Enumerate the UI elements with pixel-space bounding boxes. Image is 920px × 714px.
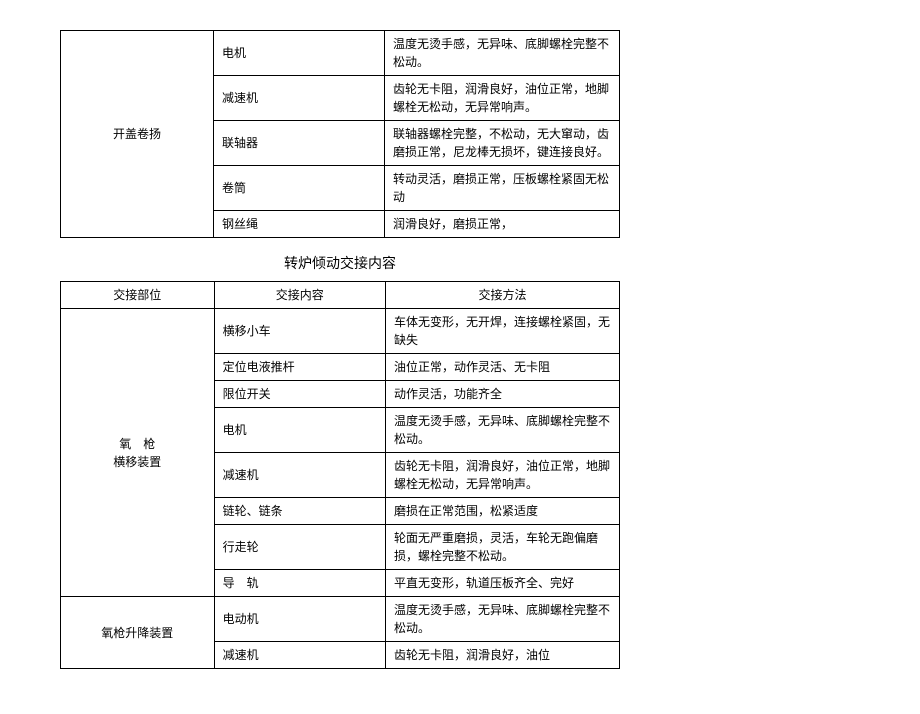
section-title: 转炉倾动交接内容 [60, 253, 620, 273]
item-cell: 钢丝绳 [213, 211, 384, 238]
item-cell: 减速机 [213, 76, 384, 121]
method-cell: 温度无烫手感，无异味、底脚螺栓完整不松动。 [386, 408, 620, 453]
item-cell: 行走轮 [214, 525, 385, 570]
item-cell: 减速机 [214, 642, 385, 669]
item-cell: 链轮、链条 [214, 498, 385, 525]
method-cell: 联轴器螺栓完整，不松动，无大窜动，齿磨损正常，尼龙棒无损坏，键连接良好。 [384, 121, 619, 166]
header-c3: 交接方法 [386, 282, 620, 309]
item-cell: 横移小车 [214, 309, 385, 354]
item-cell: 导 轨 [214, 570, 385, 597]
item-cell: 限位开关 [214, 381, 385, 408]
method-cell: 轮面无严重磨损，灵活，车轮无跑偏磨损，螺栓完整不松动。 [386, 525, 620, 570]
method-cell: 齿轮无卡阻，润滑良好，油位 [386, 642, 620, 669]
item-cell: 电机 [214, 408, 385, 453]
method-cell: 温度无烫手感，无异味、底脚螺栓完整不松动。 [386, 597, 620, 642]
header-c1: 交接部位 [61, 282, 215, 309]
item-cell: 电机 [213, 31, 384, 76]
item-cell: 联轴器 [213, 121, 384, 166]
group1-label: 氧 枪 横移装置 [61, 309, 215, 597]
method-cell: 齿轮无卡阻，润滑良好，油位正常，地脚螺栓无松动，无异常响声。 [384, 76, 619, 121]
item-cell: 减速机 [214, 453, 385, 498]
item-cell: 定位电液推杆 [214, 354, 385, 381]
method-cell: 动作灵活，功能齐全 [386, 381, 620, 408]
group-label: 开盖卷扬 [61, 31, 214, 238]
method-cell: 转动灵活，磨损正常，压板螺栓紧固无松动 [384, 166, 619, 211]
item-cell: 卷筒 [213, 166, 384, 211]
group2-label: 氧枪升降装置 [61, 597, 215, 669]
method-cell: 温度无烫手感，无异味、底脚螺栓完整不松动。 [384, 31, 619, 76]
method-cell: 平直无变形，轨道压板齐全、完好 [386, 570, 620, 597]
method-cell: 油位正常，动作灵活、无卡阻 [386, 354, 620, 381]
method-cell: 齿轮无卡阻，润滑良好，油位正常，地脚螺栓无松动，无异常响声。 [386, 453, 620, 498]
method-cell: 磨损在正常范围，松紧适度 [386, 498, 620, 525]
table-2: 交接部位 交接内容 交接方法 氧 枪 横移装置 横移小车 车体无变形，无开焊，连… [60, 281, 620, 669]
item-cell: 电动机 [214, 597, 385, 642]
method-cell: 润滑良好，磨损正常， [384, 211, 619, 238]
header-c2: 交接内容 [214, 282, 385, 309]
table-1: 开盖卷扬 电机 温度无烫手感，无异味、底脚螺栓完整不松动。 减速机 齿轮无卡阻，… [60, 30, 620, 238]
method-cell: 车体无变形，无开焊，连接螺栓紧固，无缺失 [386, 309, 620, 354]
